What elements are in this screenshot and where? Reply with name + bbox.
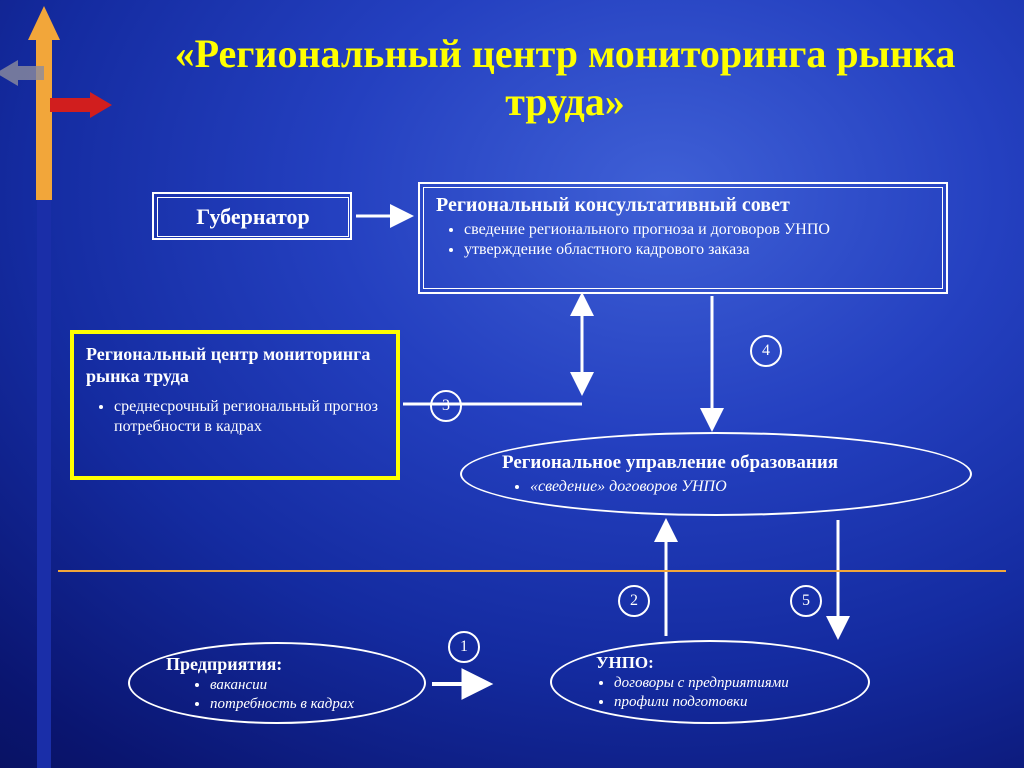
unpo-bullets: договоры с предприятиями профили подгото… [596, 673, 838, 711]
step-4: 4 [750, 335, 782, 367]
list-item: профили подготовки [614, 694, 838, 711]
ellipse-unpo: УНПО: договоры с предприятиями профили п… [550, 640, 870, 724]
ellipse-edu: Региональное управление образования «све… [460, 432, 972, 516]
slide-canvas: «Региональный центр мониторинга рынка тр… [0, 0, 1024, 768]
step-5: 5 [790, 585, 822, 617]
governor-label: Губернатор [196, 204, 309, 230]
council-bullets: сведение регионального прогноза и догово… [436, 221, 934, 259]
axis-vertical-bar [37, 40, 51, 768]
edu-bullets: «сведение» договоров УНПО [502, 476, 930, 496]
unpo-header: УНПО: [596, 653, 838, 673]
step-2: 2 [618, 585, 650, 617]
box-center: Региональный центр мониторинга рынка тру… [70, 330, 400, 480]
slide-title: «Региональный центр мониторинга рынка тр… [150, 30, 980, 126]
ellipse-enterprises: Предприятия: вакансии потребность в кадр… [128, 642, 426, 724]
list-item: утверждение областного кадрового заказа [464, 241, 934, 259]
list-item: потребность в кадрах [210, 696, 394, 713]
box-governor: Губернатор [152, 192, 352, 240]
axis-red-arrow-icon [50, 92, 112, 118]
list-item: вакансии [210, 677, 394, 694]
step-3: 3 [430, 390, 462, 422]
center-header: Региональный центр мониторинга рынка тру… [86, 344, 384, 387]
edu-header: Региональное управление образования [502, 452, 930, 474]
list-item: договоры с предприятиями [614, 675, 838, 692]
axis-gray-arrow-icon [0, 60, 44, 86]
ent-bullets: вакансии потребность в кадрах [166, 675, 394, 713]
center-bullets: среднесрочный региональный прогноз потре… [86, 397, 384, 437]
axis-up-arrow-icon [28, 6, 60, 200]
step-1: 1 [448, 631, 480, 663]
box-council: Региональный консультативный совет сведе… [418, 182, 948, 294]
list-item: среднесрочный региональный прогноз потре… [114, 397, 384, 437]
council-header: Региональный консультативный совет [436, 194, 934, 217]
divider-line [58, 570, 1006, 572]
list-item: сведение регионального прогноза и догово… [464, 221, 934, 239]
list-item: «сведение» договоров УНПО [530, 478, 930, 496]
ent-header: Предприятия: [166, 654, 394, 675]
